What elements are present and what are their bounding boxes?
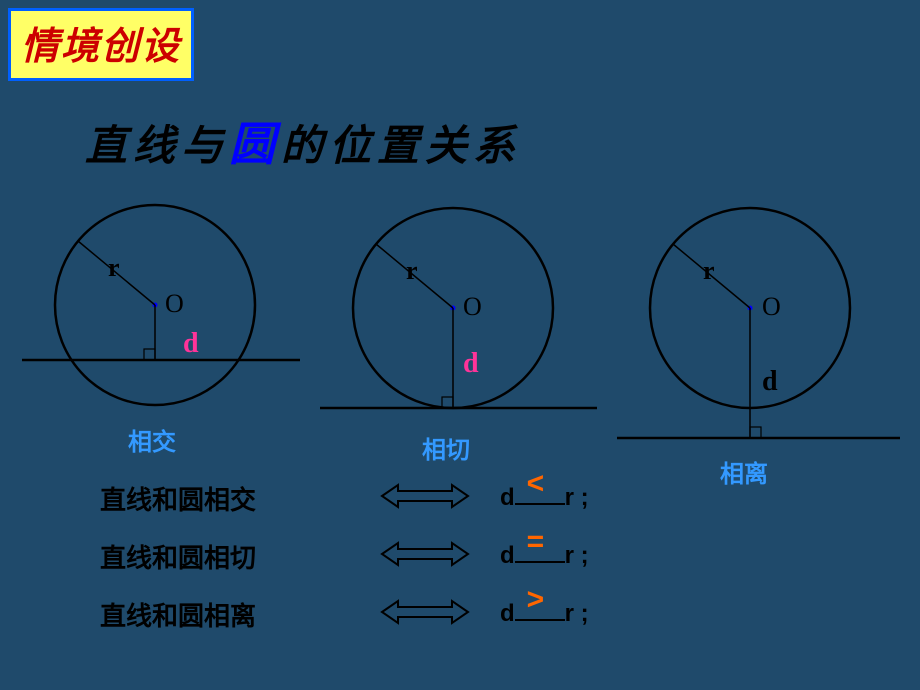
svg-text:r: r — [703, 256, 715, 285]
eq-left-text: 直线和圆相离 — [100, 596, 380, 633]
svg-text:r: r — [108, 253, 120, 282]
eq-right: d<r ; — [500, 484, 640, 512]
double-arrow-icon — [380, 598, 500, 631]
eq-right: d>r ; — [500, 600, 640, 628]
eq-right: d=r ; — [500, 542, 640, 570]
svg-text:d: d — [762, 366, 778, 397]
svg-text:r: r — [406, 256, 418, 285]
eq-left-text: 直线和圆相交 — [100, 480, 380, 517]
equation-row: 直线和圆相交 d<r ; — [100, 478, 820, 518]
eq-r: r ; — [565, 600, 589, 627]
eq-blank: > — [515, 601, 565, 621]
eq-d: d — [500, 600, 515, 627]
context-badge: 情境创设 — [8, 8, 194, 81]
badge-text: 情境创设 — [21, 26, 181, 68]
op-lt: < — [527, 467, 545, 501]
title-pre: 直线与 — [85, 124, 229, 170]
diagram-tangent: r O d — [320, 208, 597, 408]
eq-left-text: 直线和圆相切 — [100, 538, 380, 575]
op-gt: > — [527, 583, 545, 617]
diagram-area: r O d r O d r O d 相交 相切 — [0, 190, 920, 470]
double-arrow-icon — [380, 540, 500, 573]
eq-r: r ; — [565, 484, 589, 511]
svg-text:O: O — [762, 292, 781, 321]
title-post: 的位置关系 — [281, 124, 521, 170]
double-arrow-icon — [380, 482, 500, 515]
diagram-separate: r O d — [617, 208, 900, 438]
eq-blank: = — [515, 543, 565, 563]
svg-text:d: d — [463, 348, 479, 379]
eq-blank: < — [515, 485, 565, 505]
eq-d: d — [500, 542, 515, 569]
equation-row: 直线和圆相切 d=r ; — [100, 536, 820, 576]
equations-block: 直线和圆相交 d<r ; 直线和圆相切 d=r ; 直线和圆相离 d>r ; — [100, 478, 820, 652]
title-highlight: 圆 — [229, 119, 281, 170]
eq-d: d — [500, 484, 515, 511]
eq-r: r ; — [565, 542, 589, 569]
label-intersect: 相交 — [128, 422, 176, 457]
svg-text:d: d — [183, 328, 199, 359]
svg-text:O: O — [463, 292, 482, 321]
diagram-intersect: r O d — [22, 205, 300, 405]
label-tangent: 相切 — [422, 430, 470, 465]
svg-text:O: O — [165, 289, 184, 318]
op-eq: = — [527, 525, 545, 559]
equation-row: 直线和圆相离 d>r ; — [100, 594, 820, 634]
page-title: 直线与圆的位置关系 — [85, 108, 521, 174]
